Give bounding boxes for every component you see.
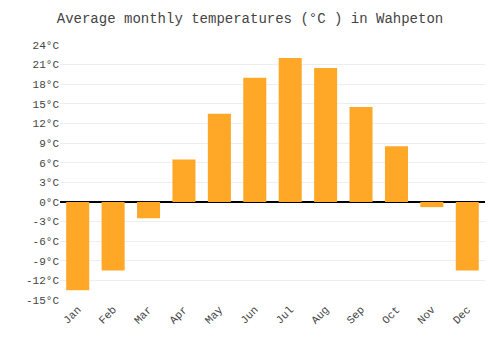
svg-text:Jul: Jul [274, 304, 296, 326]
svg-text:15°C: 15°C [33, 99, 60, 111]
svg-text:Apr: Apr [167, 304, 189, 326]
svg-text:-15°C: -15°C [26, 295, 59, 307]
svg-text:Nov: Nov [415, 304, 438, 327]
svg-text:-6°C: -6°C [33, 236, 60, 248]
svg-text:21°C: 21°C [33, 59, 60, 71]
svg-text:Sep: Sep [345, 304, 367, 326]
svg-text:Aug: Aug [309, 304, 331, 326]
svg-text:12°C: 12°C [33, 118, 60, 130]
svg-text:Jan: Jan [61, 304, 83, 326]
svg-text:Feb: Feb [97, 304, 119, 326]
svg-text:Mar: Mar [132, 304, 154, 326]
svg-text:3°C: 3°C [39, 177, 59, 189]
svg-text:May: May [203, 304, 226, 327]
svg-text:0°C: 0°C [39, 197, 59, 209]
svg-text:-12°C: -12°C [26, 275, 59, 287]
svg-text:6°C: 6°C [39, 158, 59, 170]
svg-text:-3°C: -3°C [33, 216, 60, 228]
svg-text:Dec: Dec [451, 304, 473, 326]
svg-text:Average monthly temperatures (: Average monthly temperatures (°C ) in Wa… [57, 11, 443, 27]
svg-text:Jun: Jun [238, 304, 260, 326]
svg-text:Oct: Oct [380, 304, 402, 326]
svg-text:24°C: 24°C [33, 40, 60, 52]
svg-text:9°C: 9°C [39, 138, 59, 150]
svg-text:18°C: 18°C [33, 79, 60, 91]
svg-text:-9°C: -9°C [33, 256, 60, 268]
